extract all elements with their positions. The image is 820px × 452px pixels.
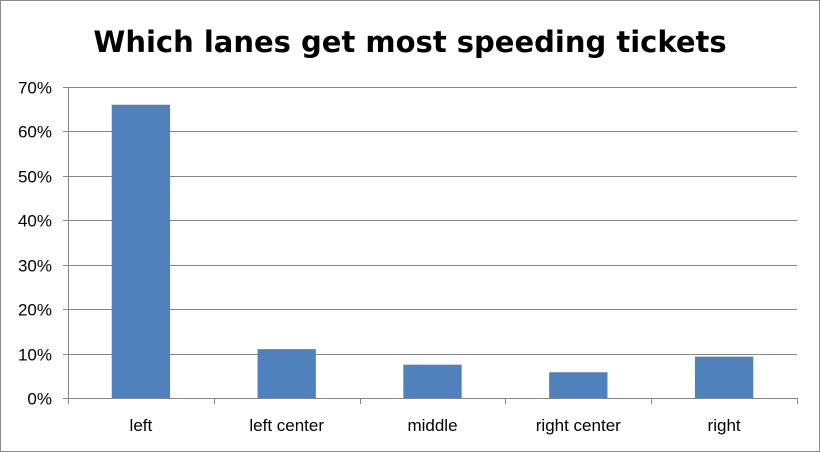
y-tick-labels: 0% 10% 20% 30% 40% 50% 60% 70%: [18, 79, 52, 409]
y-tick-label: 20%: [18, 301, 52, 320]
bar-middle: [403, 364, 462, 398]
axes: [63, 87, 798, 404]
x-tick-label: left center: [249, 416, 324, 435]
y-tick-label: 60%: [18, 123, 52, 142]
bar-right: [694, 356, 754, 398]
y-tick-label: 30%: [18, 257, 52, 276]
x-tick-label: middle: [407, 416, 457, 435]
bar-right-center: [549, 372, 608, 398]
y-tick-label: 50%: [18, 168, 52, 187]
bar-left-center: [257, 349, 316, 398]
x-tick-labels: left left center middle right center right: [130, 416, 741, 435]
bars: [111, 104, 754, 399]
gridlines: [68, 87, 797, 355]
bar-left: [111, 104, 171, 399]
chart-title: Which lanes get most speeding tickets: [93, 25, 726, 59]
y-tick-label: 0%: [27, 390, 52, 409]
y-tick-label: 70%: [18, 79, 52, 98]
y-tick-label: 10%: [18, 346, 52, 365]
x-tick-label: right: [708, 416, 741, 435]
x-tick-label: left: [130, 416, 153, 435]
y-tick-label: 40%: [18, 212, 52, 231]
x-tick-label: right center: [536, 416, 621, 435]
